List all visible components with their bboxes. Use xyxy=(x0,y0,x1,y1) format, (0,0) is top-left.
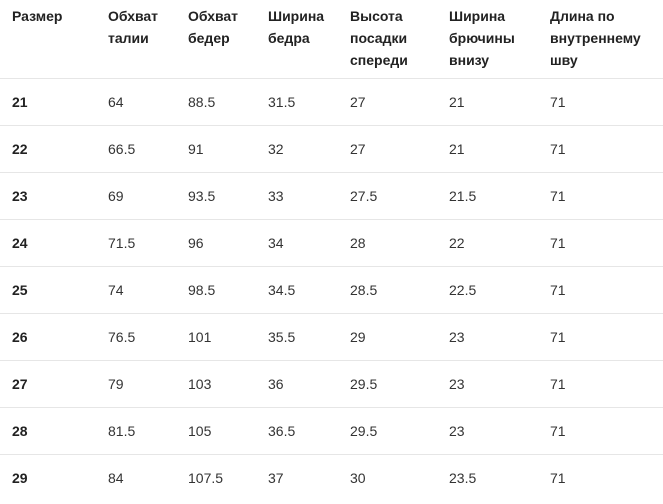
cell-hips: 98.5 xyxy=(188,282,216,298)
table-body: 21 64 88.5 31.5 27 21 71 22 66.5 91 32 27 21 71 23 69 93… xyxy=(0,79,663,501)
cell-waist: 74 xyxy=(108,282,124,298)
cell-leg-opening: 22.5 xyxy=(449,282,477,298)
cell-leg-opening: 21.5 xyxy=(449,188,477,204)
header-leg-opening: Ширина брючины внизу xyxy=(449,8,515,68)
cell-size: 26 xyxy=(12,329,28,345)
cell-front-rise: 27.5 xyxy=(350,188,378,204)
cell-front-rise: 29 xyxy=(350,329,366,345)
table-row: 24 71.5 96 34 28 22 71 xyxy=(0,220,663,267)
table-row: 27 79 103 36 29.5 23 71 xyxy=(0,361,663,408)
cell-waist: 71.5 xyxy=(108,235,136,251)
cell-inseam: 71 xyxy=(550,141,566,157)
cell-thigh-width: 36 xyxy=(268,376,284,392)
cell-front-rise: 30 xyxy=(350,470,366,486)
cell-waist: 79 xyxy=(108,376,124,392)
table-row: 22 66.5 91 32 27 21 71 xyxy=(0,126,663,173)
table-row: 28 81.5 105 36.5 29.5 23 71 xyxy=(0,408,663,455)
table-header-row: Размер Обхват талии Обхват бедер Ширина … xyxy=(0,0,663,79)
cell-thigh-width: 31.5 xyxy=(268,94,296,110)
cell-size: 22 xyxy=(12,141,28,157)
table-row: 21 64 88.5 31.5 27 21 71 xyxy=(0,79,663,126)
cell-hips: 105 xyxy=(188,423,212,439)
cell-hips: 103 xyxy=(188,376,212,392)
cell-front-rise: 27 xyxy=(350,94,366,110)
cell-thigh-width: 37 xyxy=(268,470,284,486)
cell-leg-opening: 23.5 xyxy=(449,470,477,486)
cell-size: 28 xyxy=(12,423,28,439)
cell-hips: 107.5 xyxy=(188,470,224,486)
cell-front-rise: 29.5 xyxy=(350,376,378,392)
table-row: 23 69 93.5 33 27.5 21.5 71 xyxy=(0,173,663,220)
cell-inseam: 71 xyxy=(550,376,566,392)
cell-waist: 64 xyxy=(108,94,124,110)
cell-leg-opening: 23 xyxy=(449,423,465,439)
header-size: Размер xyxy=(12,8,63,24)
cell-leg-opening: 23 xyxy=(449,329,465,345)
header-inseam: Длина по внутреннему шву xyxy=(550,8,641,68)
cell-inseam: 71 xyxy=(550,470,566,486)
header-waist: Обхват талии xyxy=(108,8,159,46)
cell-waist: 84 xyxy=(108,470,124,486)
cell-front-rise: 28 xyxy=(350,235,366,251)
cell-size: 21 xyxy=(12,94,28,110)
cell-size: 23 xyxy=(12,188,28,204)
cell-thigh-width: 35.5 xyxy=(268,329,296,345)
table-row: 25 74 98.5 34.5 28.5 22.5 71 xyxy=(0,267,663,314)
cell-thigh-width: 36.5 xyxy=(268,423,296,439)
cell-hips: 93.5 xyxy=(188,188,216,204)
cell-hips: 91 xyxy=(188,141,204,157)
cell-front-rise: 27 xyxy=(350,141,366,157)
cell-inseam: 71 xyxy=(550,423,566,439)
cell-inseam: 71 xyxy=(550,282,566,298)
cell-inseam: 71 xyxy=(550,188,566,204)
cell-hips: 88.5 xyxy=(188,94,216,110)
cell-inseam: 71 xyxy=(550,329,566,345)
cell-thigh-width: 32 xyxy=(268,141,284,157)
table-row: 26 76.5 101 35.5 29 23 71 xyxy=(0,314,663,361)
header-hips: Обхват бедер xyxy=(188,8,239,46)
cell-size: 24 xyxy=(12,235,28,251)
cell-hips: 101 xyxy=(188,329,212,345)
cell-hips: 96 xyxy=(188,235,204,251)
header-thigh-width: Ширина бедра xyxy=(268,8,325,46)
header-front-rise: Высота посадки спереди xyxy=(350,8,408,68)
table-row: 29 84 107.5 37 30 23.5 71 xyxy=(0,455,663,501)
cell-thigh-width: 34 xyxy=(268,235,284,251)
cell-thigh-width: 33 xyxy=(268,188,284,204)
cell-front-rise: 28.5 xyxy=(350,282,378,298)
cell-leg-opening: 22 xyxy=(449,235,465,251)
cell-inseam: 71 xyxy=(550,235,566,251)
cell-inseam: 71 xyxy=(550,94,566,110)
cell-thigh-width: 34.5 xyxy=(268,282,296,298)
cell-leg-opening: 23 xyxy=(449,376,465,392)
cell-waist: 76.5 xyxy=(108,329,136,345)
cell-size: 25 xyxy=(12,282,28,298)
cell-waist: 81.5 xyxy=(108,423,136,439)
cell-leg-opening: 21 xyxy=(449,141,465,157)
cell-size: 29 xyxy=(12,470,28,486)
cell-leg-opening: 21 xyxy=(449,94,465,110)
cell-waist: 69 xyxy=(108,188,124,204)
cell-front-rise: 29.5 xyxy=(350,423,378,439)
cell-size: 27 xyxy=(12,376,28,392)
cell-waist: 66.5 xyxy=(108,141,136,157)
